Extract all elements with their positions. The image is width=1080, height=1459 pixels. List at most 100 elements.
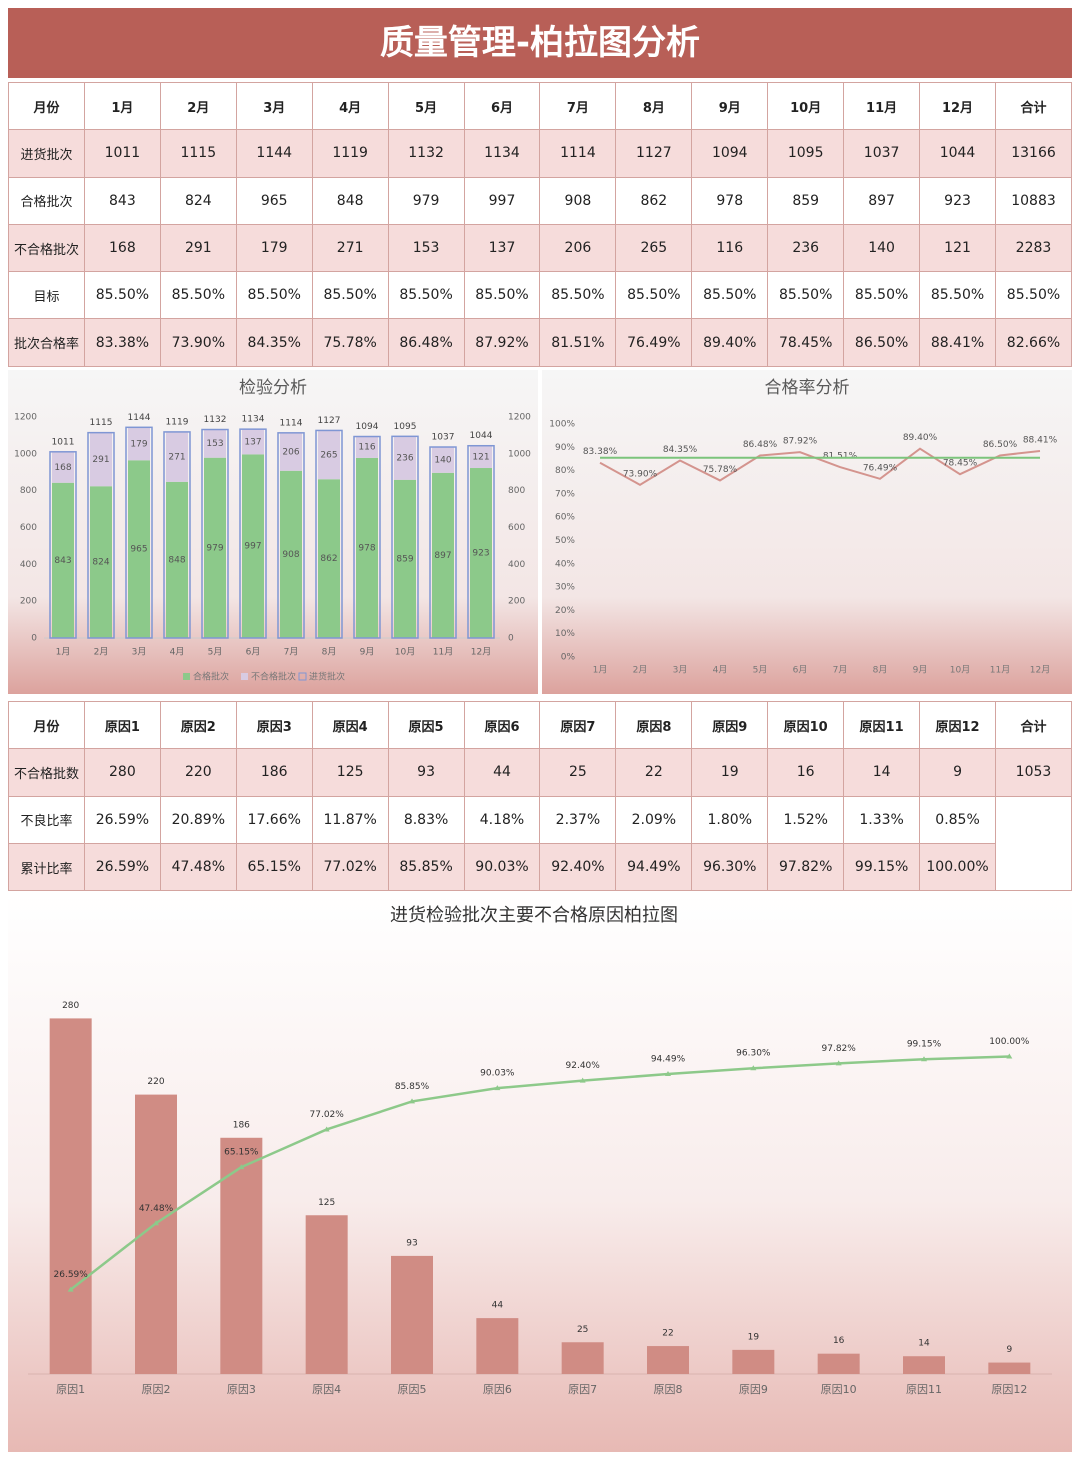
x-tick-label: 12月: [471, 647, 491, 658]
marker: [665, 1070, 671, 1076]
data-label: 862: [320, 554, 337, 564]
y2-tick-label: 0: [508, 634, 514, 644]
y2-tick-label: 200: [508, 597, 525, 607]
table-cell: 2283: [994, 223, 1073, 273]
legend-label: 不合格批次: [251, 671, 296, 683]
table-cell: 280: [83, 748, 161, 797]
table-cell: [994, 795, 1073, 892]
y2-tick-label: 800: [508, 486, 525, 496]
table-cell: 137: [463, 223, 541, 273]
table-cell: 125: [311, 748, 389, 797]
bar-outline: [277, 432, 305, 639]
data-label: 83.38%: [583, 447, 618, 457]
table-cell: 908: [539, 176, 617, 225]
table-cell: 1.52%: [767, 795, 845, 844]
data-label: 96.30%: [736, 1049, 771, 1059]
legend-swatch: [241, 673, 248, 680]
data-label: 85.85%: [395, 1082, 430, 1092]
panel: [8, 894, 1072, 1452]
y-tick-label: 10%: [555, 629, 575, 639]
bar-outline: [315, 429, 343, 639]
table-cell: 原因12: [919, 700, 996, 750]
table-cell: 月份: [8, 700, 85, 750]
data-label: 93: [406, 1238, 417, 1248]
table-cell: 11.87%: [311, 795, 389, 844]
table-cell: 不良比率: [8, 795, 85, 844]
x-tick-label: 9月: [913, 665, 928, 676]
data-label: 88.41%: [1023, 436, 1058, 446]
y-tick-label: 200: [20, 597, 37, 607]
bar-segment: [128, 427, 150, 461]
y2-tick-label: 1200: [508, 413, 531, 423]
x-tick-label: 4月: [713, 665, 728, 676]
marker: [1006, 1053, 1013, 1059]
data-label: 81.51%: [823, 452, 858, 462]
table-cell: 3月: [235, 81, 313, 131]
y-tick-label: 0%: [561, 653, 576, 663]
data-label: 897: [434, 551, 451, 561]
table-cell: 原因4: [311, 700, 389, 750]
table-cell: 100.00%: [919, 842, 996, 892]
x-tick-label: 11月: [990, 665, 1010, 676]
y-tick-label: 90%: [555, 443, 575, 453]
table-cell: 978: [691, 176, 769, 225]
table-cell: 1132: [387, 129, 465, 178]
data-label: 1114: [280, 418, 303, 428]
x-tick-label: 8月: [322, 647, 337, 658]
table-cell: 85.50%: [387, 271, 465, 320]
table-cell: 206: [539, 223, 617, 273]
table-cell: 批次合格率: [8, 318, 85, 367]
table-cell: 85.50%: [615, 271, 693, 320]
table-cell: 86.50%: [843, 318, 921, 367]
data-label: 76.49%: [863, 463, 898, 473]
data-label: 979: [206, 543, 223, 553]
x-tick-label: 原因11: [906, 1383, 942, 1396]
table-cell: 81.51%: [539, 318, 617, 367]
table-cell: 1095: [767, 129, 845, 178]
table-cell: 原因7: [539, 700, 617, 750]
table-cell: 19: [691, 748, 769, 797]
y-tick-label: 40%: [555, 559, 575, 569]
data-label: 1037: [432, 433, 455, 443]
y-tick-label: 30%: [555, 583, 575, 593]
table-cell: 进货批次: [8, 129, 85, 178]
data-label: 1011: [52, 437, 75, 447]
bar: [817, 1353, 860, 1374]
table-cell: 17.66%: [235, 795, 313, 844]
x-tick-label: 1月: [593, 665, 608, 676]
table-cell: 965: [235, 176, 313, 225]
x-tick-label: 11月: [433, 647, 453, 658]
x-tick-label: 8月: [873, 665, 888, 676]
data-label: 908: [282, 550, 299, 560]
x-tick-label: 原因1: [56, 1383, 85, 1396]
data-label: 78.45%: [943, 459, 978, 469]
table-cell: 897: [843, 176, 921, 225]
table-cell: 14: [843, 748, 921, 797]
table-cell: 85.50%: [843, 271, 921, 320]
data-label: 220: [147, 1077, 164, 1087]
data-label: 16: [833, 1336, 845, 1346]
data-label: 824: [92, 558, 109, 568]
bar-segment: [318, 430, 340, 480]
data-label: 97.82%: [822, 1044, 857, 1054]
table-cell: 1115: [159, 129, 237, 178]
bar-segment: [280, 432, 302, 471]
table-cell: 265: [615, 223, 693, 273]
legend-label: 进货批次: [309, 671, 345, 683]
table-cell: 116: [691, 223, 769, 273]
table-cell: 9月: [691, 81, 769, 131]
marker: [750, 1065, 757, 1071]
table-cell: 11月: [843, 81, 921, 131]
data-label: 997: [244, 542, 261, 552]
y2-tick-label: 400: [508, 560, 525, 570]
data-label: 84.35%: [663, 445, 698, 455]
x-tick-label: 原因4: [312, 1383, 341, 1396]
bar-segment: [52, 482, 74, 638]
y-tick-label: 1200: [14, 413, 37, 423]
legend-swatch: [183, 673, 190, 680]
data-label: 1119: [166, 417, 189, 427]
table-cell: 原因10: [767, 700, 845, 750]
table-cell: 848: [311, 176, 389, 225]
table-cell: 82.66%: [994, 318, 1073, 367]
